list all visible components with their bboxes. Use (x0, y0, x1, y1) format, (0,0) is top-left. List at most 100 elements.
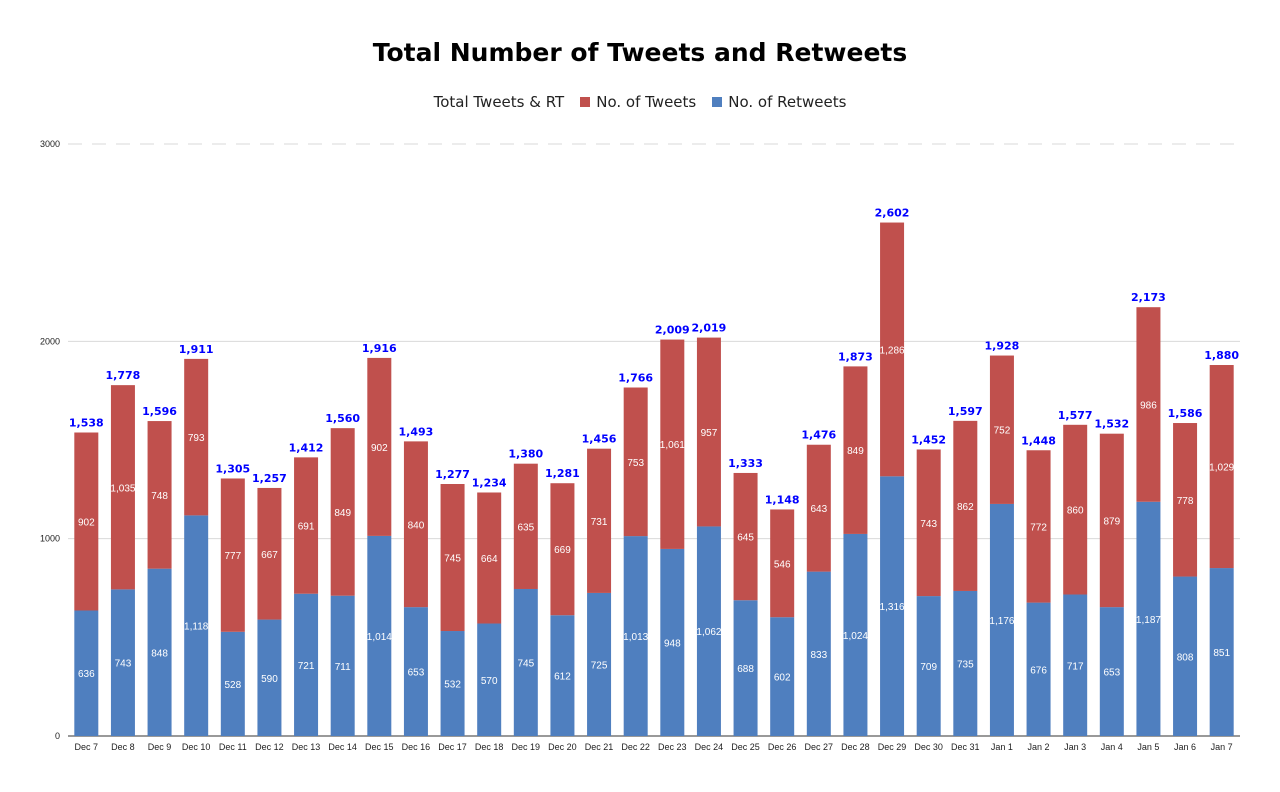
y-tick-label: 1000 (40, 534, 60, 544)
data-label-retweets: 612 (554, 672, 571, 683)
data-label-total: 1,596 (142, 405, 177, 418)
data-label-retweets: 532 (444, 680, 461, 691)
bar-retweets (550, 615, 575, 736)
data-label-tweets: 667 (261, 550, 278, 561)
x-tick-label: Jan 4 (1101, 742, 1123, 752)
legend-label-total: Total Tweets & RT (433, 93, 565, 111)
legend-item-total: Total Tweets & RT (434, 93, 565, 111)
data-label-retweets: 1,062 (696, 627, 721, 638)
x-tick-label: Jan 5 (1137, 742, 1159, 752)
data-label-retweets: 808 (1177, 652, 1194, 663)
data-label-tweets: 748 (151, 491, 168, 502)
bar-tweets (770, 509, 795, 618)
bar-tweets (440, 484, 465, 632)
data-label-total: 1,476 (801, 429, 836, 442)
x-tick-label: Jan 6 (1174, 742, 1196, 752)
data-label-tweets: 643 (810, 504, 827, 515)
data-label-tweets: 1,035 (110, 483, 135, 494)
data-label-total: 2,009 (655, 324, 690, 337)
bar-retweets (294, 593, 319, 736)
x-tick-label: Dec 12 (255, 742, 284, 752)
bar-tweets (550, 483, 575, 616)
x-tick-label: Dec 24 (695, 742, 724, 752)
legend-swatch-tweets (580, 97, 591, 107)
data-label-retweets: 709 (920, 662, 937, 673)
x-tick-label: Dec 11 (219, 742, 247, 752)
data-label-tweets: 745 (444, 554, 461, 565)
data-label-tweets: 860 (1067, 506, 1084, 517)
legend: Total Tweets & RT No. of Tweets No. of R… (0, 93, 1280, 111)
bar-retweets (440, 631, 465, 736)
bar-tweets (843, 366, 868, 534)
data-label-retweets: 1,187 (1136, 615, 1161, 626)
bar-retweets (513, 588, 538, 736)
x-tick-label: Dec 25 (731, 742, 760, 752)
bar-retweets (147, 568, 172, 736)
bar-retweets (330, 595, 355, 736)
bar-tweets (74, 432, 99, 611)
bar-retweets (1209, 568, 1234, 736)
y-tick-label: 2000 (40, 336, 60, 346)
data-label-tweets: 753 (627, 458, 644, 469)
data-label-total: 2,173 (1131, 291, 1166, 304)
data-label-tweets: 777 (224, 551, 241, 562)
data-label-tweets: 902 (78, 517, 95, 528)
data-label-total: 1,880 (1204, 349, 1239, 362)
data-label-tweets: 752 (994, 426, 1011, 437)
legend-item-retweets: No. of Retweets (712, 93, 846, 111)
x-tick-label: Dec 31 (951, 742, 980, 752)
data-label-total: 1,911 (179, 343, 214, 356)
x-tick-label: Dec 10 (182, 742, 211, 752)
x-tick-label: Dec 28 (841, 742, 870, 752)
bar-tweets (733, 472, 758, 601)
legend-item-tweets: No. of Tweets (580, 93, 696, 111)
data-label-tweets: 772 (1030, 522, 1047, 533)
data-label-tweets: 691 (298, 522, 315, 533)
bar-retweets (257, 619, 282, 736)
bar-retweets (953, 590, 978, 736)
data-label-total: 1,928 (985, 340, 1020, 353)
bar-tweets (294, 457, 319, 594)
bar-tweets (367, 357, 392, 536)
x-tick-label: Dec 15 (365, 742, 394, 752)
data-label-retweets: 743 (115, 659, 132, 670)
data-label-total: 1,305 (215, 462, 250, 475)
bar-tweets (587, 448, 612, 593)
data-label-total: 1,412 (289, 441, 324, 454)
bar-tweets (1136, 307, 1161, 502)
data-label-tweets: 664 (481, 554, 498, 565)
data-label-retweets: 688 (737, 664, 754, 675)
x-tick-label: Jan 3 (1064, 742, 1086, 752)
data-label-retweets: 717 (1067, 661, 1084, 672)
bar-tweets (953, 420, 978, 591)
x-tick-label: Dec 22 (621, 742, 650, 752)
data-label-total: 1,766 (618, 372, 653, 385)
bar-retweets (696, 526, 721, 736)
data-label-total: 1,281 (545, 467, 580, 480)
x-tick-label: Dec 7 (75, 742, 99, 752)
x-tick-label: Dec 17 (438, 742, 467, 752)
bar-tweets (403, 441, 428, 608)
bar-retweets (806, 571, 831, 736)
bar-retweets (623, 536, 648, 736)
bar-retweets (1136, 501, 1161, 736)
x-tick-label: Dec 13 (292, 742, 321, 752)
data-label-retweets: 745 (517, 658, 534, 669)
data-label-tweets: 902 (371, 443, 388, 454)
legend-label-retweets: No. of Retweets (728, 93, 847, 111)
data-label-total: 1,277 (435, 468, 470, 481)
bar-tweets (257, 487, 282, 620)
data-label-retweets: 653 (408, 668, 425, 679)
bar-tweets (1026, 450, 1051, 603)
data-label-tweets: 1,029 (1209, 463, 1234, 474)
data-label-total: 1,380 (508, 448, 543, 461)
x-tick-label: Dec 16 (402, 742, 431, 752)
x-tick-label: Dec 21 (585, 742, 614, 752)
data-label-retweets: 1,013 (623, 632, 648, 643)
bar-retweets (916, 596, 941, 736)
data-label-total: 1,560 (325, 412, 360, 425)
x-tick-label: Dec 26 (768, 742, 797, 752)
data-label-retweets: 602 (774, 673, 791, 684)
x-tick-label: Dec 29 (878, 742, 907, 752)
